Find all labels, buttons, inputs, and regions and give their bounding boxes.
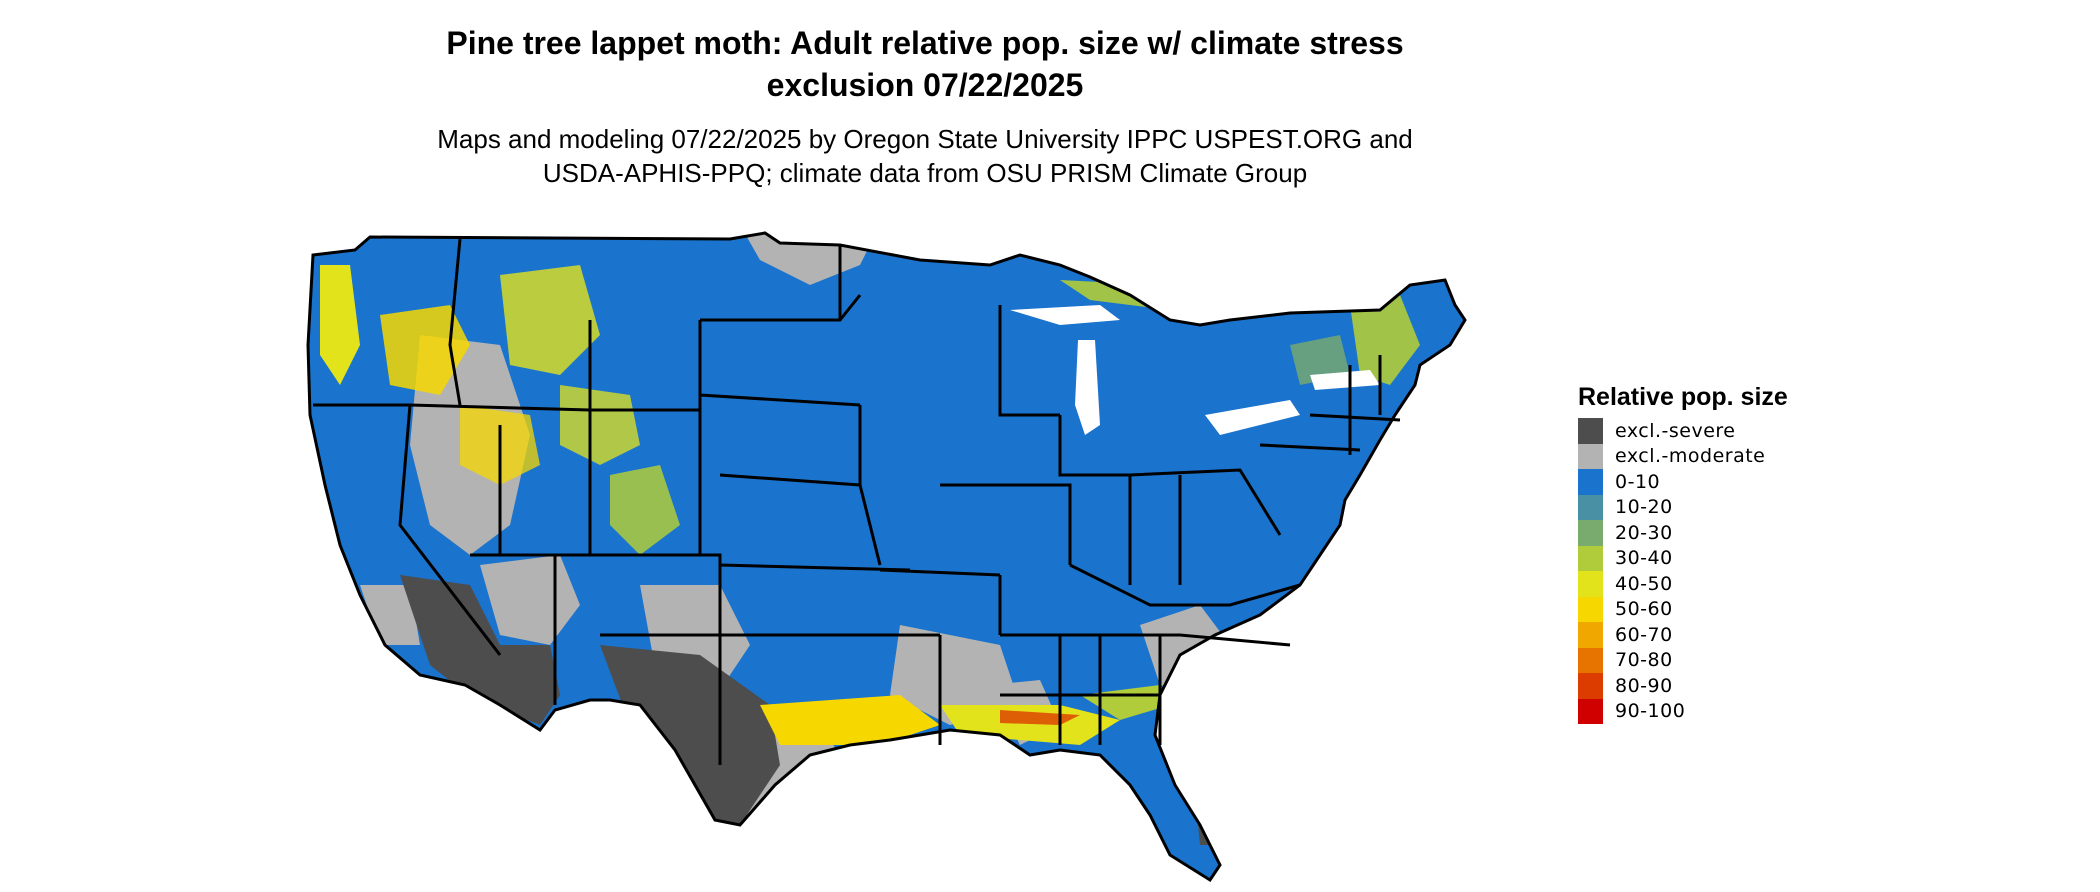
subtitle-line-2: USDA-APHIS-PPQ; climate data from OSU PR… bbox=[542, 158, 1308, 188]
legend-label: 60-70 bbox=[1615, 623, 1673, 646]
title-line-1: Pine tree lappet moth: Adult relative po… bbox=[446, 25, 1404, 61]
legend-swatch bbox=[1578, 596, 1603, 622]
legend-label: 90-100 bbox=[1615, 700, 1686, 723]
legend-label: excl.-moderate bbox=[1615, 445, 1766, 468]
legend-label: 10-20 bbox=[1615, 496, 1673, 519]
legend-item: 30-40 bbox=[1578, 545, 1878, 571]
legend-item: 90-100 bbox=[1578, 698, 1878, 724]
legend-label: 50-60 bbox=[1615, 598, 1673, 621]
state-borders bbox=[306, 231, 1467, 882]
subtitle-line-1: Maps and modeling 07/22/2025 by Oregon S… bbox=[437, 124, 1413, 154]
map-subtitle: Maps and modeling 07/22/2025 by Oregon S… bbox=[0, 122, 1850, 190]
legend-label: 70-80 bbox=[1615, 649, 1673, 672]
legend-swatch bbox=[1578, 469, 1603, 495]
legend: Relative pop. size excl.-severe excl.-mod… bbox=[1578, 382, 1878, 724]
legend-label: 0-10 bbox=[1615, 470, 1661, 493]
legend-item: 40-50 bbox=[1578, 571, 1878, 597]
legend-swatch bbox=[1578, 571, 1603, 597]
legend-swatch bbox=[1578, 698, 1603, 724]
legend-item: 50-60 bbox=[1578, 596, 1878, 622]
legend-swatch bbox=[1578, 443, 1603, 469]
legend-swatch bbox=[1578, 647, 1603, 673]
legend-label: 40-50 bbox=[1615, 572, 1673, 595]
legend-swatch bbox=[1578, 520, 1603, 546]
great-lakes bbox=[1010, 305, 1380, 435]
us-map-svg bbox=[306, 231, 1467, 882]
legend-item: 10-20 bbox=[1578, 494, 1878, 520]
legend-swatch bbox=[1578, 418, 1603, 444]
legend-swatch bbox=[1578, 545, 1603, 571]
legend-title: Relative pop. size bbox=[1578, 383, 1788, 411]
us-map bbox=[300, 225, 1550, 890]
legend-label: excl.-severe bbox=[1615, 419, 1736, 442]
legend-label: 20-30 bbox=[1615, 521, 1673, 544]
legend-item: excl.-moderate bbox=[1578, 443, 1878, 469]
legend-item: 80-90 bbox=[1578, 673, 1878, 699]
legend-swatch bbox=[1578, 673, 1603, 699]
legend-label: 30-40 bbox=[1615, 547, 1673, 570]
legend-label: 80-90 bbox=[1615, 674, 1673, 697]
legend-item: 70-80 bbox=[1578, 647, 1878, 673]
legend-item: 20-30 bbox=[1578, 520, 1878, 546]
legend-items: excl.-severe excl.-moderate 0-10 10-20 20-30… bbox=[1578, 418, 1878, 724]
legend-swatch bbox=[1578, 622, 1603, 648]
legend-item: 0-10 bbox=[1578, 469, 1878, 495]
map-title: Pine tree lappet moth: Adult relative po… bbox=[0, 22, 1850, 106]
legend-item: 60-70 bbox=[1578, 622, 1878, 648]
legend-swatch bbox=[1578, 494, 1603, 520]
title-line-2: exclusion 07/22/2025 bbox=[766, 67, 1084, 103]
legend-item: excl.-severe bbox=[1578, 418, 1878, 444]
